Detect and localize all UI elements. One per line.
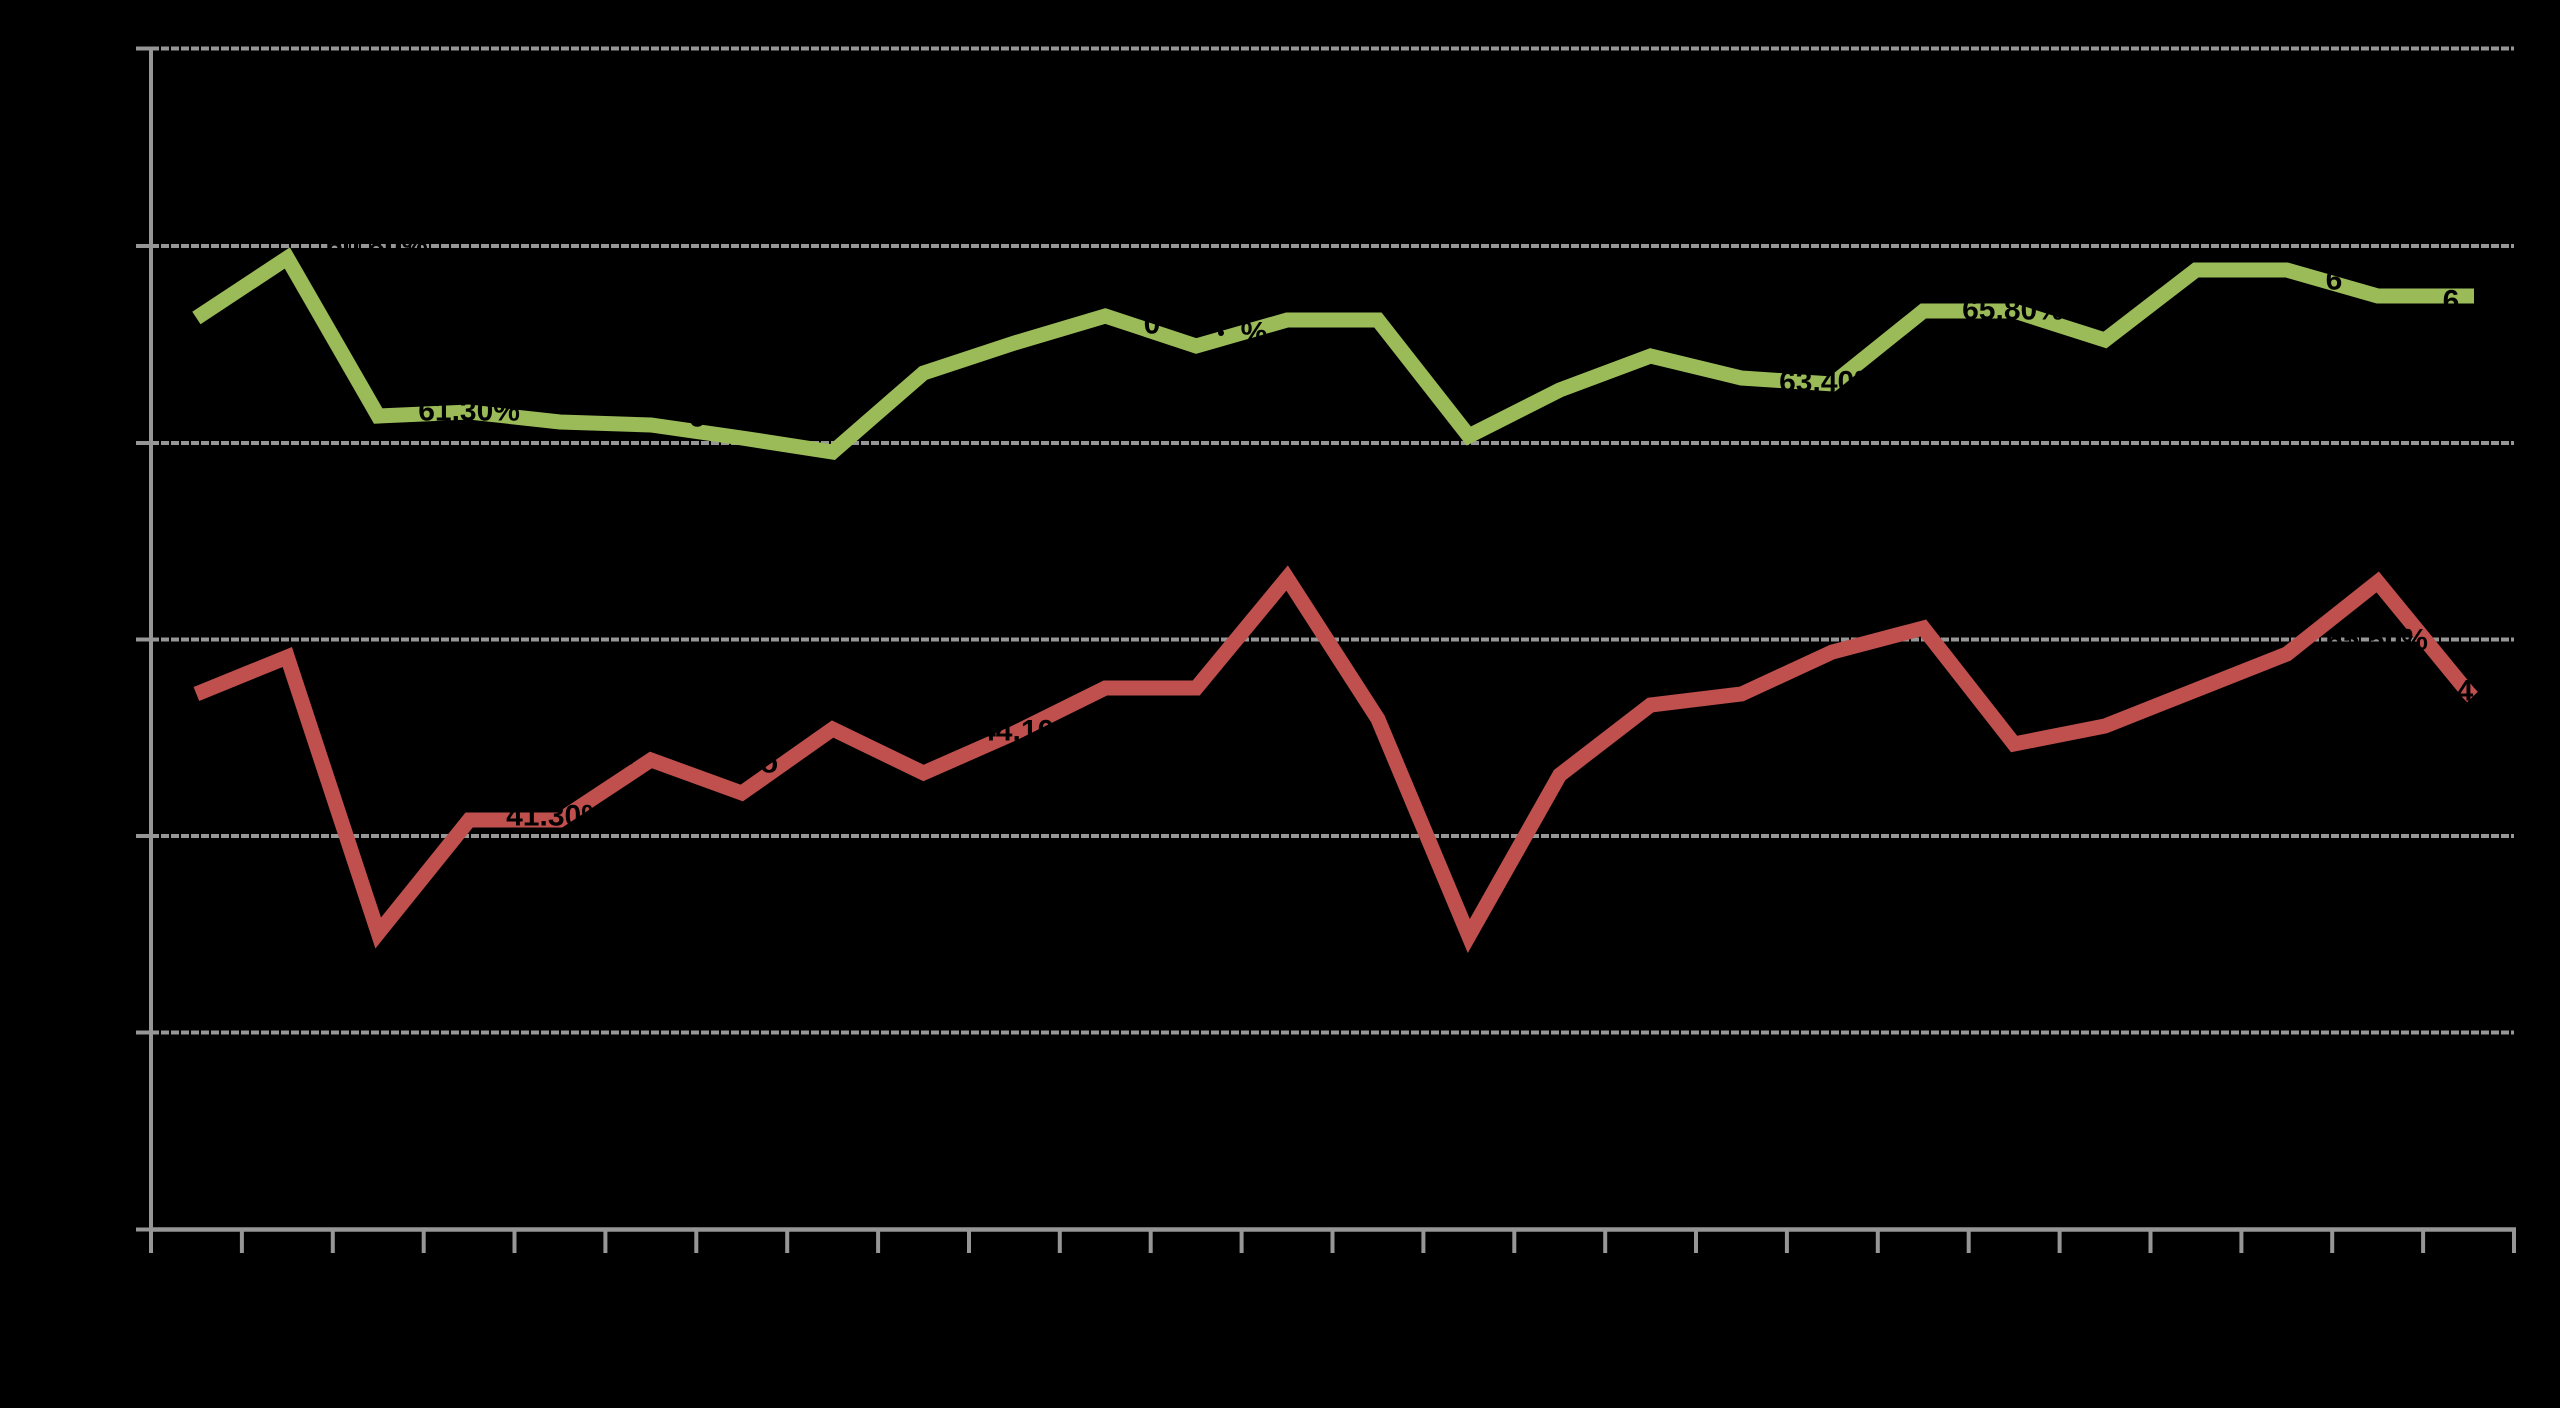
svg-text:6: 6 [2443, 285, 2460, 318]
svg-text:65.80%: 65.80% [1962, 294, 2064, 327]
svg-text:61.30%: 61.30% [418, 395, 520, 428]
svg-text:63.40%: 63.40% [1779, 366, 1881, 399]
svg-text:65.50%: 65.50% [2326, 624, 2428, 657]
svg-text:44.10%: 44.10% [979, 715, 1081, 748]
svg-text:6: 6 [689, 401, 706, 434]
svg-text:o: o [760, 747, 778, 780]
svg-text:4: 4 [2457, 675, 2474, 708]
svg-text:%: % [1241, 317, 1268, 350]
svg-text:6: 6 [2326, 264, 2343, 297]
svg-text:0: 0 [1144, 308, 1161, 341]
svg-text:41.30%: 41.30% [506, 800, 608, 833]
svg-text:60.80%: 60.80% [326, 230, 428, 263]
